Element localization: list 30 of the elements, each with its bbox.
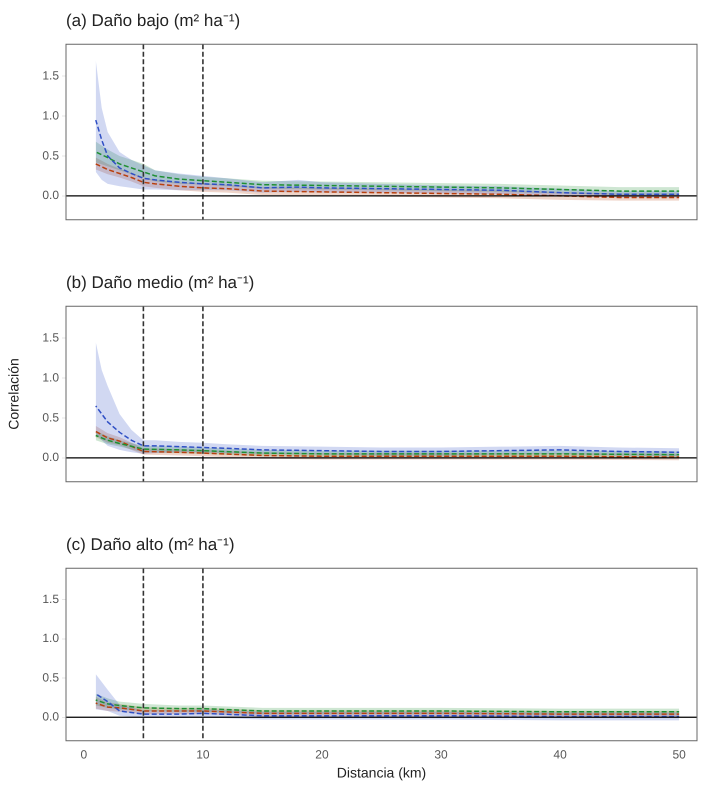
y-tick-label: 1.0	[42, 370, 60, 384]
line-series	[95, 699, 680, 713]
line-series	[95, 702, 680, 715]
x-tick-label: 10	[196, 747, 210, 762]
y-tick-label: 0.0	[42, 710, 60, 724]
x-tick-label: 20	[315, 747, 329, 762]
chart-title: (c) Daño alto (m² ha⁻¹)	[65, 534, 236, 556]
x-tick-label: 40	[553, 747, 568, 762]
y-tick-label: 1.0	[42, 631, 60, 646]
line-series	[95, 119, 680, 196]
x-tick-label: 30	[434, 747, 448, 762]
y-tick-label: 0.0	[42, 188, 60, 202]
y-tick-label: 1.5	[42, 592, 60, 606]
y-tick-label: 1.5	[42, 330, 60, 344]
line-series	[95, 434, 680, 456]
y-tick-label: 1.0	[42, 108, 60, 122]
line-series	[95, 163, 680, 198]
line-series	[95, 151, 680, 192]
y-tick-label: 1.5	[42, 68, 60, 82]
y-tick-label: 0.5	[42, 148, 60, 162]
y-axis-title: Correlación	[5, 358, 22, 430]
x-axis-title: Distancia (km)	[336, 764, 426, 780]
y-tick-label: 0.5	[42, 670, 60, 684]
chart-title: (b) Daño medio (m² ha⁻¹)	[65, 272, 256, 294]
y-tick-label: 0.5	[42, 410, 60, 424]
line-series	[95, 405, 680, 454]
x-tick-label: 0	[80, 747, 88, 762]
y-tick-label: 0.0	[42, 450, 60, 464]
x-tick-label: 50	[672, 747, 686, 762]
chart-title: (a) Daño bajo (m² ha⁻¹)	[65, 10, 242, 32]
